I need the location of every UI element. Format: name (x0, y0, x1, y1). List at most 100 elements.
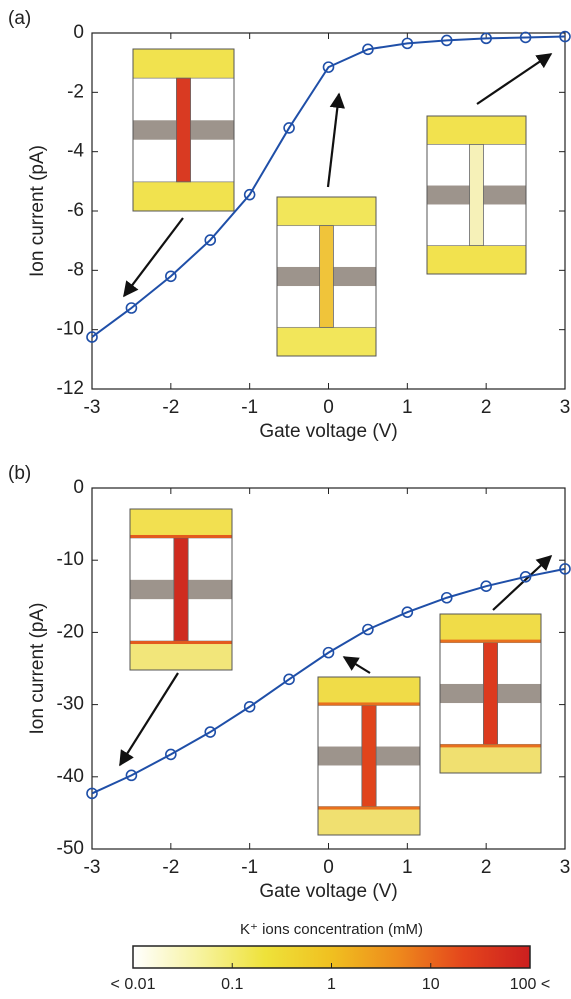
inset-frame (132, 48, 235, 212)
y-tick-label: -2 (67, 81, 84, 102)
pore-inset (276, 196, 377, 357)
y-tick-label: -12 (57, 378, 84, 399)
reservoir (427, 245, 526, 274)
data-point (86, 331, 98, 343)
data-line (91, 567, 566, 795)
x-tick-label: -2 (162, 857, 179, 878)
x-tick-label: 3 (560, 397, 571, 418)
channel (173, 537, 189, 642)
reservoir (133, 181, 234, 211)
data-point (480, 580, 492, 592)
data-point (519, 571, 532, 583)
y-tick-label: -4 (67, 141, 84, 162)
y-tick-label: 0 (73, 477, 84, 498)
data-point (125, 302, 138, 314)
x-tick-label: 1 (402, 397, 413, 418)
channel (319, 225, 334, 328)
data-point (362, 623, 374, 636)
data-point (440, 34, 453, 47)
data-point (559, 30, 571, 43)
y-axis-label: Ion current (pA) (27, 145, 48, 277)
panel-label: (a) (8, 8, 31, 29)
wall-layer (318, 702, 420, 706)
data-point (519, 31, 532, 44)
arrow (119, 672, 179, 767)
data-point (440, 591, 453, 604)
inset-frame (276, 196, 377, 357)
x-axis-label: Gate voltage (V) (259, 881, 397, 902)
x-tick-label: -1 (241, 397, 258, 418)
arrow (492, 554, 553, 611)
colorbar-tick-label: 0.1 (221, 976, 243, 993)
data-point (480, 32, 492, 45)
x-tick-label: -3 (84, 397, 101, 418)
reservoir (130, 641, 232, 670)
colorbar-title: K⁺ ions concentration (mM) (240, 921, 423, 938)
channel (469, 144, 484, 246)
data-line (91, 35, 566, 338)
y-tick-label: -10 (57, 549, 84, 570)
pore-inset (426, 115, 527, 275)
reservoir (440, 614, 541, 643)
colorbar-tick-label: 1 (327, 976, 336, 993)
reservoir (440, 744, 541, 773)
channel (483, 642, 498, 745)
x-tick-label: 2 (481, 397, 492, 418)
x-tick-label: -2 (162, 397, 179, 418)
data-point (204, 234, 217, 246)
data-point (243, 188, 256, 201)
arrow (476, 53, 553, 105)
data-point (204, 726, 217, 738)
data-point (125, 769, 138, 782)
y-tick-label: -6 (67, 200, 84, 221)
y-tick-label: -30 (57, 694, 84, 715)
arrow (342, 656, 371, 674)
data-point (243, 700, 256, 713)
reservoir (318, 677, 420, 706)
data-point (362, 43, 374, 56)
wall-layer (440, 744, 541, 748)
channel (176, 77, 191, 183)
data-point (86, 787, 98, 800)
x-tick-label: 3 (560, 857, 571, 878)
colorbar-tick-label: 100 < (510, 976, 550, 993)
x-tick-label: 2 (481, 857, 492, 878)
data-point (165, 748, 177, 761)
data-point (283, 673, 295, 686)
data-point (401, 606, 414, 618)
x-tick-label: 1 (402, 857, 413, 878)
x-axis-label: Gate voltage (V) (259, 421, 397, 442)
reservoir (318, 806, 420, 835)
inset-frame (317, 676, 421, 836)
pore-inset (439, 613, 542, 774)
pore-inset (132, 48, 235, 212)
x-tick-label: 0 (323, 397, 334, 418)
inset-frame (439, 613, 542, 774)
x-tick-label: 0 (323, 857, 334, 878)
reservoir (277, 327, 376, 356)
arrow (326, 92, 346, 188)
y-axis-label: Ion current (pA) (27, 603, 48, 735)
y-tick-label: -50 (57, 838, 84, 859)
panel-label: (b) (8, 463, 31, 484)
pore-inset (317, 676, 421, 836)
data-point (401, 37, 414, 50)
data-point (322, 646, 335, 659)
channel (361, 705, 377, 807)
y-tick-label: 0 (73, 22, 84, 43)
x-tick-label: -1 (241, 857, 258, 878)
wall-layer (440, 639, 541, 643)
reservoir (130, 509, 232, 538)
reservoir (133, 49, 234, 79)
inset-frame (129, 508, 233, 671)
x-tick-label: -3 (84, 857, 101, 878)
y-tick-label: -10 (57, 319, 84, 340)
colorbar-tick-label: < 0.01 (111, 976, 156, 993)
data-point (165, 270, 177, 283)
wall-layer (318, 806, 420, 810)
wall-layer (130, 534, 232, 538)
reservoir (427, 116, 526, 145)
inset-frame (426, 115, 527, 275)
y-tick-label: -20 (57, 621, 84, 642)
